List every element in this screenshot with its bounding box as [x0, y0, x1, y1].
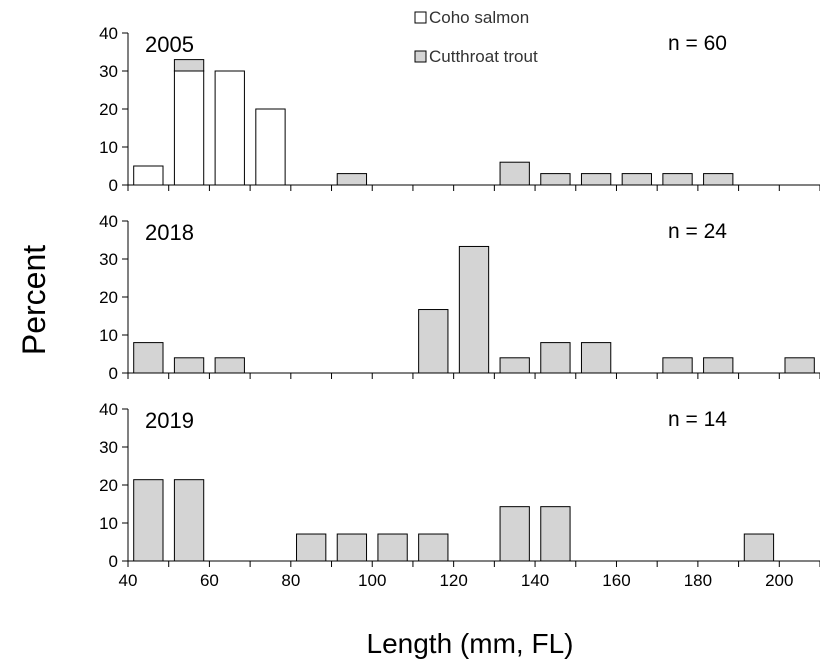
x-tick-label: 200: [765, 571, 793, 590]
bar-cutthroat-2018-45: [133, 342, 164, 374]
panel-year-label: 2018: [145, 220, 194, 245]
y-tick-label: 40: [99, 212, 118, 231]
x-tick-label: 140: [521, 571, 549, 590]
panel-2018: 0 10 20 30 40 2018 n = 24: [99, 212, 820, 383]
y-tick-label: 30: [99, 438, 118, 457]
bar-coho-2005-55: [173, 70, 205, 186]
legend-swatch-coho: [414, 11, 427, 24]
bar-cutthroat-2005-95: [336, 173, 368, 186]
bar-cutthroat-2019-145: [540, 506, 571, 562]
bar-coho-2005-75: [255, 108, 286, 186]
y-tick-label: 0: [109, 364, 118, 383]
x-axis-title: Length (mm, FL): [367, 628, 574, 659]
bar-cutthroat-2019-55: [173, 479, 205, 562]
bar-cutthroat-2018-205: [784, 357, 815, 374]
x-tick-label: 80: [281, 571, 300, 590]
bar-cutthroat-2019-95: [336, 533, 368, 562]
bar-cutthroat-2018-155: [580, 342, 612, 374]
bar-cutthroat-2018-145: [540, 342, 571, 374]
bar-cutthroat-2019-195: [743, 533, 775, 562]
x-tick-label: 120: [439, 571, 467, 590]
bar-cutthroat-2005-165: [621, 173, 652, 186]
y-axis-title: Percent: [16, 245, 52, 355]
y-tick-label: 20: [99, 100, 118, 119]
bar-cutthroat-2019-105: [377, 533, 408, 562]
panel-2005: 0 10 20 30 40 2005 n = 60: [99, 24, 820, 195]
x-tick-label: 160: [602, 571, 630, 590]
y-tick-label: 10: [99, 138, 118, 157]
bar-cutthroat-2018-55: [173, 357, 205, 374]
bar-cutthroat-2005-155: [580, 173, 612, 186]
y-tick-label: 10: [99, 326, 118, 345]
bar-coho-2005-45: [133, 165, 164, 186]
bar-coho-2005-65: [214, 70, 245, 186]
y-tick-label: 30: [99, 62, 118, 81]
legend-label-cutthroat: Cutthroat trout: [429, 47, 538, 66]
bar-cutthroat-2019-85: [296, 533, 327, 562]
bar-cutthroat-2018-185: [703, 357, 734, 374]
panel-n-label: n = 60: [668, 32, 727, 55]
y-tick-label: 20: [99, 476, 118, 495]
bar-cutthroat-2005-135: [499, 161, 530, 186]
bar-cutthroat-2018-115: [418, 309, 449, 374]
y-tick-label: 30: [99, 250, 118, 269]
y-tick-label: 40: [99, 24, 118, 43]
bar-cutthroat-2005-55: [173, 59, 205, 72]
y-tick-label: 0: [109, 552, 118, 571]
bar-cutthroat-2018-125: [458, 245, 490, 374]
y-tick-label: 0: [109, 176, 118, 195]
legend-swatch-cutthroat: [414, 50, 427, 63]
y-tick-label: 40: [99, 400, 118, 419]
bar-cutthroat-2005-175: [662, 173, 693, 186]
legend: Coho salmon Cutthroat trout: [414, 8, 538, 66]
bar-cutthroat-2019-135: [499, 506, 530, 562]
bar-cutthroat-2019-45: [133, 479, 164, 562]
bar-cutthroat-2005-145: [540, 173, 571, 186]
panel-2019: 0 10 20 30 40 2019 n = 14 40 60 80 100 120 140 160 180…: [99, 400, 820, 590]
bar-cutthroat-2005-185: [703, 173, 734, 186]
panel-n-label: n = 14: [668, 408, 727, 431]
bar-cutthroat-2018-135: [499, 357, 530, 374]
bar-cutthroat-2018-175: [662, 357, 693, 374]
panel-n-label: n = 24: [668, 220, 727, 243]
x-tick-label: 60: [200, 571, 219, 590]
panels-group: 0 10 20 30 40 2005 n = 60 0 10 20 30 40 2018 n = 24 0 1…: [99, 24, 820, 590]
x-tick-label: 100: [358, 571, 386, 590]
bar-cutthroat-2018-65: [214, 357, 245, 374]
x-tick-label: 40: [119, 571, 138, 590]
x-tick-label: 180: [684, 571, 712, 590]
panel-year-label: 2005: [145, 32, 194, 57]
legend-label-coho: Coho salmon: [429, 8, 529, 27]
y-tick-label: 20: [99, 288, 118, 307]
y-tick-label: 10: [99, 514, 118, 533]
panel-year-label: 2019: [145, 408, 194, 433]
bar-cutthroat-2019-115: [418, 533, 449, 562]
